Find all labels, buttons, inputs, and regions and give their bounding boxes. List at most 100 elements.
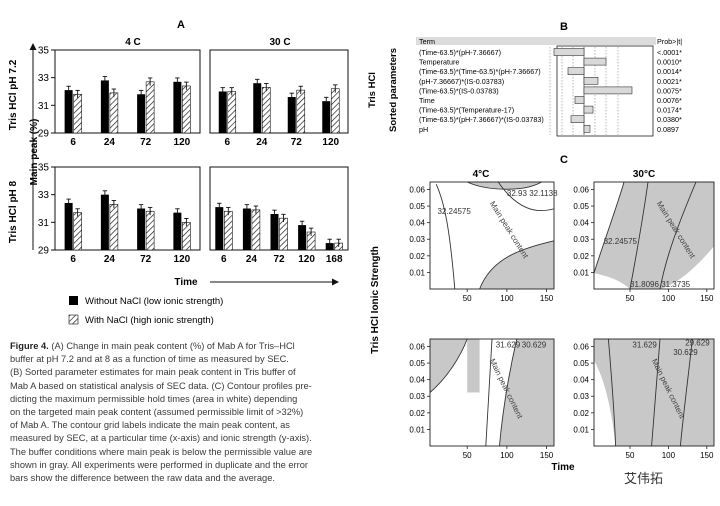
x-tick-label: 120 [174,137,191,148]
panel-a-subplot-4c-ph72: 29 31 33 35 6 24 72 120 [38,46,201,148]
y-tick-label: 29 [38,129,50,140]
parameter-prob: 0.0075* [657,86,682,95]
bar-with-nacl [182,85,191,134]
contour-label: 31.8096 [630,280,659,289]
x-tick-label: 24 [256,137,268,148]
y-tick-label: 0.05 [409,359,425,368]
panel-b-header-bar [416,37,656,45]
bar-with-nacl [182,222,191,251]
x-tick-label: 50 [463,294,472,303]
parameter-term: (Time-63.5)*(pH-7.36667)*(IS-0.03783) [419,115,544,124]
bar-with-nacl [145,210,155,251]
panel-a-row-label-ph72: Tris HCl pH 7.2 [8,59,19,130]
legend-label-with-nacl: With NaCl (high ionic strength) [85,315,214,326]
panel-c-col-title-4c: 4°C [473,169,490,180]
parameter-bar [583,57,607,66]
bar-with-nacl [296,89,306,134]
bar-without-nacl [298,225,307,250]
contour-line [479,240,555,290]
contour-fill [430,339,554,446]
x-tick-label: 24 [104,254,116,265]
x-tick-label: 100 [500,294,514,303]
y-tick-label: 0.01 [409,268,425,277]
caption-line: bars show the difference between the raw… [10,473,275,484]
contour-line [651,338,661,447]
caption-line: shown in gray. All experiments were perf… [10,459,308,470]
parameter-term: pH [419,125,428,134]
panel-b-rows: (Time-63.5)*(pH-7.36667) <.0001* Temperatu… [419,47,682,135]
plot-frame [593,338,715,447]
legend-label-without-nacl: Without NaCl (low ionic strength) [85,296,223,307]
x-tick-label: 72 [291,137,303,148]
contour-line [498,338,518,447]
panel-a-subplot-4c-ph8: 29 31 33 35 6 24 72 120 [38,163,201,265]
bar-with-nacl [109,92,119,134]
x-tick-label: 72 [140,254,152,265]
y-tick-label: 0.03 [409,235,425,244]
contour-label: 32.1138 [529,189,558,198]
x-tick-label: 50 [463,451,472,460]
contour-line [659,181,697,290]
y-tick-label: 33 [38,73,50,84]
bar-with-nacl [227,91,237,134]
contour-line [593,181,625,274]
y-tick-label: 0.01 [573,425,589,434]
y-tick-label: 0.06 [573,342,589,351]
caption-fig-label: Figure 4. [10,341,49,351]
x-tick-label: 6 [70,137,76,148]
y-tick-label: 31 [38,218,50,229]
y-tick-label: 0.04 [409,376,425,385]
x-tick-label: 24 [246,254,258,265]
parameter-bar [567,67,585,75]
contour-label: 29.629 [685,338,710,347]
contour-fill [594,182,714,289]
x-tick-label: 150 [540,451,554,460]
bar-without-nacl [100,194,109,250]
parameter-prob: <.0001* [657,48,682,57]
contour-label: 30.629 [522,341,547,350]
bar-with-nacl [330,88,340,134]
bar-without-nacl [173,81,182,133]
contour-label: 32.24575 [437,207,471,216]
caption-line: on the targeted main peak content (assum… [10,407,304,418]
bar-with-nacl [109,204,119,251]
panel-c-y-axis-title: Tris HCl Ionic Strength [370,246,381,354]
panel-b-side-label-sorted: Sorted parameters [388,48,399,132]
y-tick-label: 0.04 [409,219,425,228]
contour-label: 31.3735 [661,280,690,289]
parameter-term: (Time-63.5)*(Time-63.5)*(pH-7.36667) [419,67,541,76]
y-tick-label: 0.05 [573,202,589,211]
caption-line: measured by SEC, at a particular time (x… [10,433,312,444]
bar-with-nacl [145,81,155,134]
parameter-term: Time [419,96,435,105]
plot-frame [429,338,555,447]
y-tick-label: 0.02 [573,409,589,418]
contour-label: 31.629 [496,341,521,350]
y-tick-label: 35 [38,163,50,174]
parameter-prob: 0.0021* [657,77,682,86]
bar-with-nacl [73,93,82,134]
y-tick-label: 0.01 [409,425,425,434]
bar-with-nacl [279,217,288,251]
contour-label: 31.629 [632,341,657,350]
x-tick-label: 100 [662,451,676,460]
panel-a-row-label-ph8: Tris HCl pH 8 [8,180,19,243]
parameter-term: (pH-7.36667)*(IS-0.03783) [419,77,504,86]
panel-c-x-axis-title: Time [551,462,575,473]
parameter-term: (Time-63.5)*(Temperature-17) [419,106,514,115]
caption-line: dicting the maximum permissible hold tim… [10,393,298,404]
panel-b-side-label-tris: Tris HCl [367,72,378,108]
y-tick-label: 0.04 [573,376,589,385]
caption-line: buffer at pH 7.2 and at 8 as a function … [10,354,289,365]
figure-caption: Figure 4. (A) Change in main peak conten… [10,340,360,485]
panel-a-subplot-30c-ph8: 6 24 72 120 168 [209,166,349,265]
y-tick-label: 33 [38,190,50,201]
parameter-prob: 0.0076* [657,96,682,105]
contour-label: 32.93 [507,189,528,198]
panel-a-label: A [177,19,185,31]
x-tick-label: 72 [140,137,152,148]
x-tick-label: 100 [662,294,676,303]
